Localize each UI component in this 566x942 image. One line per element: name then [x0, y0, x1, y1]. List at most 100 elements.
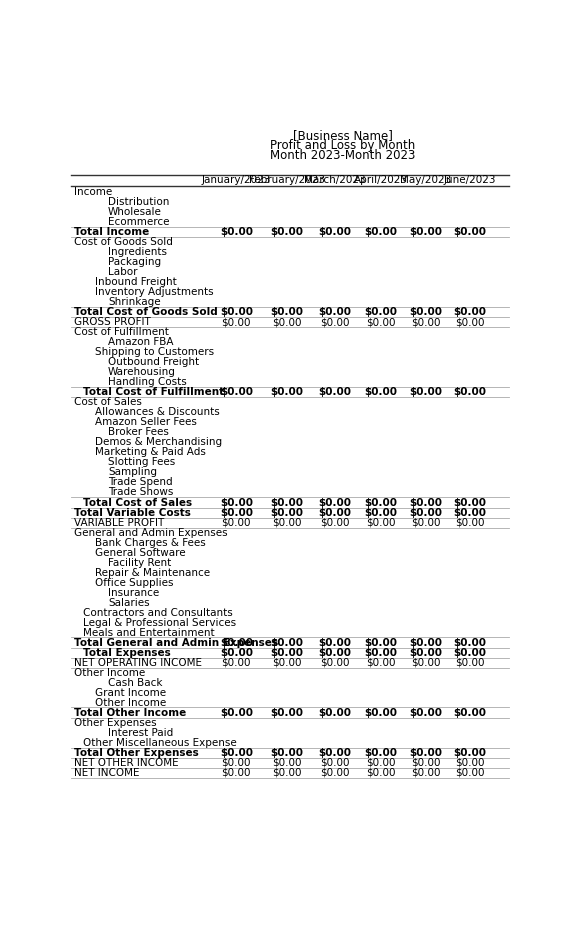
Text: $0.00: $0.00 — [455, 757, 484, 768]
Text: Grant Income: Grant Income — [95, 688, 166, 698]
Text: NET OTHER INCOME: NET OTHER INCOME — [74, 757, 179, 768]
Text: Total Expenses: Total Expenses — [83, 648, 171, 658]
Text: Facility Rent: Facility Rent — [108, 558, 171, 568]
Text: Total Other Income: Total Other Income — [74, 707, 187, 718]
Text: Shipping to Customers: Shipping to Customers — [95, 348, 214, 357]
Text: $0.00: $0.00 — [320, 768, 350, 778]
Text: Distribution: Distribution — [108, 197, 169, 207]
Text: $0.00: $0.00 — [410, 508, 443, 517]
Text: $0.00: $0.00 — [272, 757, 302, 768]
Text: $0.00: $0.00 — [271, 387, 303, 398]
Text: Contractors and Consultants: Contractors and Consultants — [83, 608, 233, 618]
Text: Marketing & Paid Ads: Marketing & Paid Ads — [95, 447, 206, 458]
Text: $0.00: $0.00 — [410, 638, 443, 648]
Text: Outbound Freight: Outbound Freight — [108, 357, 199, 367]
Text: June/2023: June/2023 — [444, 175, 496, 186]
Text: $0.00: $0.00 — [320, 658, 350, 668]
Text: $0.00: $0.00 — [222, 768, 251, 778]
Text: Total Cost of Fulfillment: Total Cost of Fulfillment — [83, 387, 224, 398]
Text: Trade Spend: Trade Spend — [108, 478, 173, 487]
Text: [Business Name]: [Business Name] — [293, 129, 393, 142]
Text: $0.00: $0.00 — [411, 517, 441, 528]
Text: Handling Costs: Handling Costs — [108, 378, 187, 387]
Text: $0.00: $0.00 — [410, 227, 443, 237]
Text: Cost of Fulfillment: Cost of Fulfillment — [74, 327, 169, 337]
Text: GROSS PROFIT: GROSS PROFIT — [74, 317, 151, 327]
Text: $0.00: $0.00 — [220, 638, 253, 648]
Text: $0.00: $0.00 — [411, 768, 441, 778]
Text: VARIABLE PROFIT: VARIABLE PROFIT — [74, 517, 165, 528]
Text: Other Income: Other Income — [95, 698, 166, 707]
Text: $0.00: $0.00 — [319, 748, 351, 757]
Text: $0.00: $0.00 — [220, 497, 253, 508]
Text: $0.00: $0.00 — [411, 757, 441, 768]
Text: Other Expenses: Other Expenses — [74, 718, 157, 728]
Text: $0.00: $0.00 — [411, 658, 441, 668]
Text: Salaries: Salaries — [108, 597, 149, 608]
Text: Insurance: Insurance — [108, 588, 159, 597]
Text: $0.00: $0.00 — [319, 387, 351, 398]
Text: $0.00: $0.00 — [365, 307, 397, 317]
Text: $0.00: $0.00 — [410, 387, 443, 398]
Text: Sampling: Sampling — [108, 467, 157, 478]
Text: $0.00: $0.00 — [453, 748, 486, 757]
Text: $0.00: $0.00 — [366, 317, 396, 327]
Text: Interest Paid: Interest Paid — [108, 728, 173, 738]
Text: February/2023: February/2023 — [249, 175, 325, 186]
Text: $0.00: $0.00 — [410, 648, 443, 658]
Text: Wholesale: Wholesale — [108, 207, 162, 218]
Text: $0.00: $0.00 — [222, 757, 251, 768]
Text: Bank Charges & Fees: Bank Charges & Fees — [95, 538, 205, 547]
Text: Repair & Maintenance: Repair & Maintenance — [95, 568, 210, 577]
Text: $0.00: $0.00 — [319, 648, 351, 658]
Text: Amazon FBA: Amazon FBA — [108, 337, 174, 348]
Text: Total Variable Costs: Total Variable Costs — [74, 508, 191, 517]
Text: $0.00: $0.00 — [365, 387, 397, 398]
Text: $0.00: $0.00 — [220, 307, 253, 317]
Text: Shrinkage: Shrinkage — [108, 298, 161, 307]
Text: Broker Fees: Broker Fees — [108, 428, 169, 437]
Text: $0.00: $0.00 — [410, 497, 443, 508]
Text: $0.00: $0.00 — [220, 508, 253, 517]
Text: $0.00: $0.00 — [365, 638, 397, 648]
Text: $0.00: $0.00 — [271, 638, 303, 648]
Text: Demos & Merchandising: Demos & Merchandising — [95, 437, 222, 447]
Text: $0.00: $0.00 — [220, 707, 253, 718]
Text: $0.00: $0.00 — [453, 508, 486, 517]
Text: $0.00: $0.00 — [455, 317, 484, 327]
Text: $0.00: $0.00 — [320, 517, 350, 528]
Text: $0.00: $0.00 — [365, 648, 397, 658]
Text: $0.00: $0.00 — [366, 658, 396, 668]
Text: Profit and Loss by Month: Profit and Loss by Month — [270, 139, 415, 153]
Text: Ecommerce: Ecommerce — [108, 218, 170, 227]
Text: $0.00: $0.00 — [453, 707, 486, 718]
Text: $0.00: $0.00 — [319, 227, 351, 237]
Text: $0.00: $0.00 — [410, 707, 443, 718]
Text: $0.00: $0.00 — [271, 227, 303, 237]
Text: Ingredients: Ingredients — [108, 247, 167, 257]
Text: Meals and Entertainment: Meals and Entertainment — [83, 627, 215, 638]
Text: $0.00: $0.00 — [453, 307, 486, 317]
Text: $0.00: $0.00 — [222, 517, 251, 528]
Text: $0.00: $0.00 — [272, 517, 302, 528]
Text: $0.00: $0.00 — [319, 707, 351, 718]
Text: $0.00: $0.00 — [366, 768, 396, 778]
Text: $0.00: $0.00 — [272, 658, 302, 668]
Text: $0.00: $0.00 — [271, 748, 303, 757]
Text: $0.00: $0.00 — [320, 757, 350, 768]
Text: $0.00: $0.00 — [455, 517, 484, 528]
Text: $0.00: $0.00 — [271, 497, 303, 508]
Text: $0.00: $0.00 — [455, 768, 484, 778]
Text: $0.00: $0.00 — [320, 317, 350, 327]
Text: $0.00: $0.00 — [319, 508, 351, 517]
Text: March/2023: March/2023 — [304, 175, 366, 186]
Text: $0.00: $0.00 — [410, 748, 443, 757]
Text: Amazon Seller Fees: Amazon Seller Fees — [95, 417, 197, 428]
Text: $0.00: $0.00 — [271, 648, 303, 658]
Text: Slotting Fees: Slotting Fees — [108, 458, 175, 467]
Text: Packaging: Packaging — [108, 257, 161, 268]
Text: January/2023: January/2023 — [201, 175, 271, 186]
Text: April/2023: April/2023 — [354, 175, 408, 186]
Text: Inbound Freight: Inbound Freight — [95, 277, 177, 287]
Text: $0.00: $0.00 — [365, 748, 397, 757]
